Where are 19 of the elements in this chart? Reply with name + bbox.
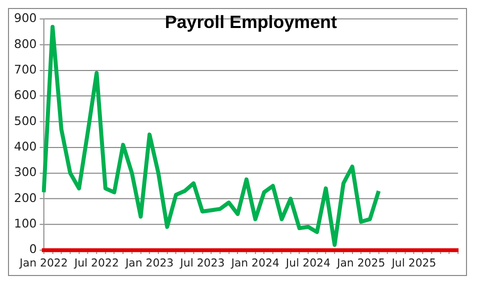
y-tick-label: 700 bbox=[14, 62, 37, 77]
x-tick-label: Jul 2023 bbox=[179, 256, 225, 270]
y-tick-label: 400 bbox=[14, 140, 37, 154]
x-tick-label: Jul 2024 bbox=[284, 256, 330, 270]
x-tick-label: Jul 2025 bbox=[390, 256, 436, 270]
x-tick-label: Jul 2022 bbox=[73, 256, 119, 270]
x-tick-label: Jan 2022 bbox=[18, 256, 68, 270]
x-tick-label: Jan 2024 bbox=[230, 256, 280, 270]
x-tick-label: Jan 2025 bbox=[336, 256, 386, 270]
x-tick-label: Jan 2023 bbox=[124, 256, 174, 270]
y-tick-label: 800 bbox=[14, 36, 37, 51]
y-tick-label: 200 bbox=[14, 190, 37, 205]
y-tick-label: 600 bbox=[14, 88, 37, 102]
y-tick-label: 100 bbox=[14, 216, 37, 230]
y-tick-label: 300 bbox=[14, 165, 37, 180]
chart-title: Payroll Employment bbox=[164, 12, 337, 32]
y-tick-label: 500 bbox=[14, 114, 37, 128]
y-tick-label: 0 bbox=[29, 242, 37, 256]
y-tick-label: 900 bbox=[14, 11, 37, 26]
